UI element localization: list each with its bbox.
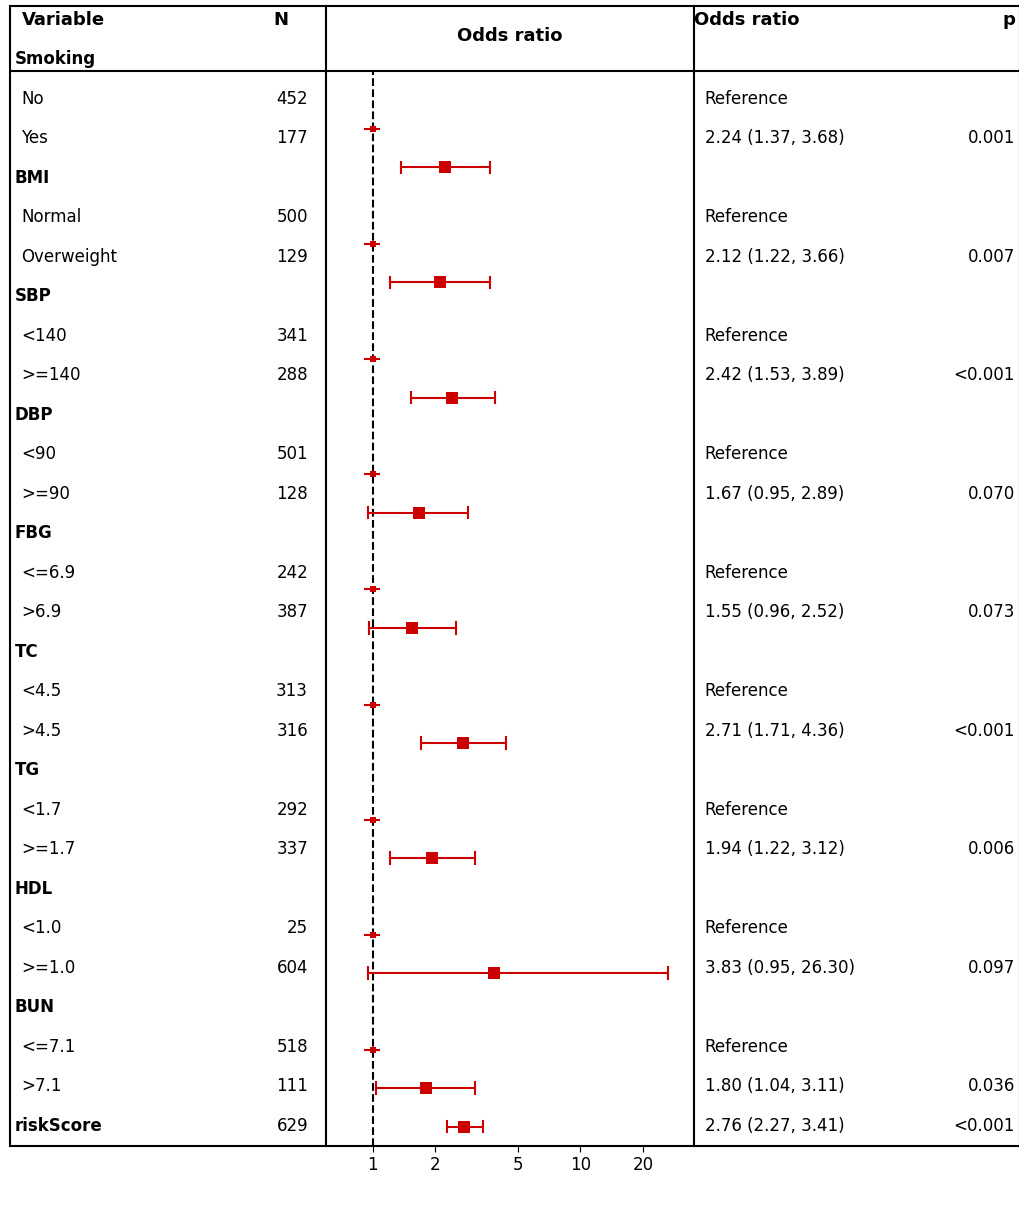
Text: 452: 452 [276,90,308,107]
Text: Reference: Reference [704,1039,788,1056]
Text: TC: TC [14,643,39,660]
Text: riskScore: riskScore [14,1117,102,1135]
Text: 0.073: 0.073 [967,604,1014,621]
Text: 387: 387 [276,604,308,621]
Text: 177: 177 [276,129,308,148]
Text: <1.0: <1.0 [21,919,62,938]
Text: Yes: Yes [21,129,48,148]
Text: TG: TG [14,761,40,780]
Text: 242: 242 [276,564,308,582]
Text: 501: 501 [276,445,308,463]
Text: 0.007: 0.007 [967,248,1014,266]
Text: Overweight: Overweight [21,248,117,266]
Text: >=1.0: >=1.0 [21,958,75,977]
Text: >4.5: >4.5 [21,722,61,740]
Text: <4.5: <4.5 [21,683,61,701]
Text: BUN: BUN [14,998,55,1016]
Text: 1.55 (0.96, 2.52): 1.55 (0.96, 2.52) [704,604,844,621]
Text: No: No [21,90,44,107]
Text: 288: 288 [276,366,308,384]
Text: SBP: SBP [14,287,51,306]
Text: 0.070: 0.070 [967,485,1014,503]
Text: 2.71 (1.71, 4.36): 2.71 (1.71, 4.36) [704,722,844,740]
Text: 2.76 (2.27, 3.41): 2.76 (2.27, 3.41) [704,1117,844,1135]
Text: 337: 337 [276,840,308,859]
Text: 604: 604 [276,958,308,977]
Text: <140: <140 [21,326,67,345]
Text: 111: 111 [276,1078,308,1095]
Text: >6.9: >6.9 [21,604,61,621]
Text: <1.7: <1.7 [21,801,62,819]
Text: <=6.9: <=6.9 [21,564,75,582]
Text: <=7.1: <=7.1 [21,1039,75,1056]
Text: Smoking: Smoking [14,51,96,68]
Text: Odds ratio: Odds ratio [457,27,562,44]
Text: 2.42 (1.53, 3.89): 2.42 (1.53, 3.89) [704,366,844,384]
Text: 292: 292 [276,801,308,819]
Text: <0.001: <0.001 [953,1117,1014,1135]
Text: 0.036: 0.036 [967,1078,1014,1095]
Text: Odds ratio: Odds ratio [693,11,798,28]
Text: 0.006: 0.006 [967,840,1014,859]
Text: Reference: Reference [704,326,788,345]
Text: >=90: >=90 [21,485,70,503]
Text: FBG: FBG [14,525,52,542]
Text: 1.80 (1.04, 3.11): 1.80 (1.04, 3.11) [704,1078,844,1095]
Text: 129: 129 [276,248,308,266]
Text: 500: 500 [276,208,308,227]
Text: 1.67 (0.95, 2.89): 1.67 (0.95, 2.89) [704,485,844,503]
Text: 128: 128 [276,485,308,503]
Text: 629: 629 [276,1117,308,1135]
Text: 2.24 (1.37, 3.68): 2.24 (1.37, 3.68) [704,129,844,148]
Text: DBP: DBP [14,405,53,424]
Text: Reference: Reference [704,564,788,582]
Text: 0.001: 0.001 [967,129,1014,148]
Text: Variable: Variable [21,11,104,28]
Text: 0.097: 0.097 [967,958,1014,977]
Text: <0.001: <0.001 [953,722,1014,740]
Text: BMI: BMI [14,169,50,187]
Text: p: p [1001,11,1014,28]
Text: >=1.7: >=1.7 [21,840,75,859]
Text: 316: 316 [276,722,308,740]
Text: Reference: Reference [704,683,788,701]
Text: <90: <90 [21,445,56,463]
Text: HDL: HDL [14,880,53,898]
Text: 25: 25 [286,919,308,938]
Text: 3.83 (0.95, 26.30): 3.83 (0.95, 26.30) [704,958,854,977]
Text: 341: 341 [276,326,308,345]
Text: 518: 518 [276,1039,308,1056]
Text: Reference: Reference [704,90,788,107]
Text: <0.001: <0.001 [953,366,1014,384]
Text: >7.1: >7.1 [21,1078,62,1095]
Text: Reference: Reference [704,919,788,938]
Text: >=140: >=140 [21,366,81,384]
Text: N: N [273,11,287,28]
Text: Reference: Reference [704,801,788,819]
Text: Reference: Reference [704,208,788,227]
Text: 313: 313 [276,683,308,701]
Text: 2.12 (1.22, 3.66): 2.12 (1.22, 3.66) [704,248,844,266]
Text: 1.94 (1.22, 3.12): 1.94 (1.22, 3.12) [704,840,844,859]
Text: Reference: Reference [704,445,788,463]
Text: Normal: Normal [21,208,82,227]
